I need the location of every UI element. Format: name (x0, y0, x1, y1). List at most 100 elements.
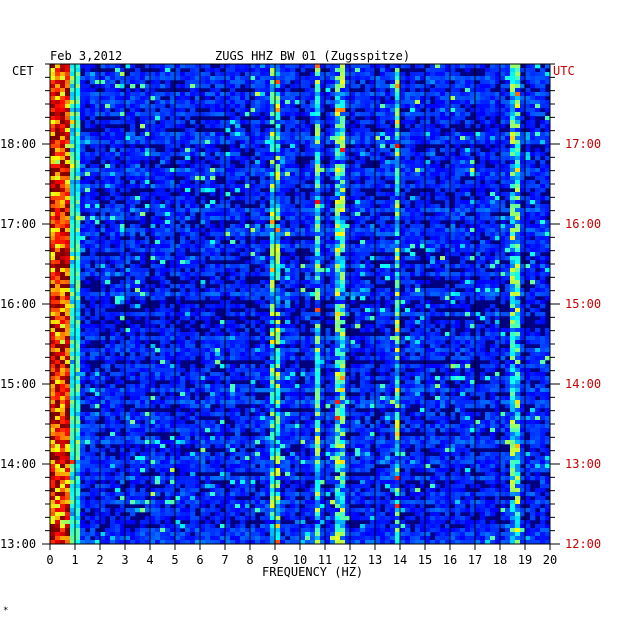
heatmap-cell (265, 88, 271, 93)
heatmap-cell (525, 100, 531, 105)
heatmap-cell (380, 280, 386, 285)
heatmap-cell (200, 132, 206, 137)
heatmap-cell (340, 116, 346, 121)
heatmap-cell (85, 64, 91, 69)
heatmap-cell (155, 236, 161, 241)
heatmap-cell (130, 204, 136, 209)
heatmap-cell (310, 268, 316, 273)
heatmap-cell (60, 228, 66, 233)
heatmap-cell (70, 156, 76, 161)
heatmap-cell (85, 184, 91, 189)
heatmap-cell (530, 152, 536, 157)
heatmap-cell (200, 308, 206, 313)
heatmap-cell (75, 144, 81, 149)
heatmap-cell (500, 264, 506, 269)
heatmap-cell (350, 164, 356, 169)
heatmap-cell (520, 276, 526, 281)
heatmap-cell (290, 68, 296, 73)
heatmap-cell (350, 96, 356, 101)
heatmap-cell (250, 108, 256, 113)
heatmap-cell (465, 96, 471, 101)
heatmap-cell (525, 168, 531, 173)
heatmap-cell (375, 136, 381, 141)
heatmap-cell (405, 236, 411, 241)
heatmap-cell (245, 196, 251, 201)
heatmap-cell (505, 76, 511, 81)
heatmap-cell (445, 148, 451, 153)
heatmap-cell (545, 120, 551, 125)
heatmap-cell (180, 200, 186, 205)
heatmap-cell (235, 184, 241, 189)
heatmap-cell (240, 292, 246, 297)
heatmap-cell (270, 312, 276, 317)
heatmap-cell (115, 192, 121, 197)
heatmap-cell (100, 136, 106, 141)
heatmap-cell (215, 304, 221, 309)
heatmap-cell (515, 92, 521, 97)
heatmap-cell (200, 296, 206, 301)
heatmap-cell (285, 180, 291, 185)
heatmap-cell (490, 272, 496, 277)
heatmap-cell (65, 136, 71, 141)
heatmap-cell (490, 284, 496, 289)
heatmap-cell (395, 148, 401, 153)
heatmap-cell (200, 80, 206, 85)
heatmap-cell (485, 184, 491, 189)
heatmap-cell (410, 96, 416, 101)
heatmap-cell (490, 264, 496, 269)
heatmap-cell (115, 176, 121, 181)
heatmap-cell (275, 180, 281, 185)
heatmap-cell (105, 120, 111, 125)
heatmap-cell (160, 72, 166, 77)
heatmap-cell (280, 188, 286, 193)
heatmap-cell (215, 184, 221, 189)
heatmap-cell (70, 176, 76, 181)
heatmap-cell (110, 192, 116, 197)
heatmap-cell (85, 96, 91, 101)
heatmap-cell (355, 128, 361, 133)
heatmap-cell (500, 132, 506, 137)
heatmap-cell (450, 72, 456, 77)
heatmap-cell (425, 204, 431, 209)
heatmap-cell (235, 248, 241, 253)
heatmap-cell (285, 168, 291, 173)
heatmap-cell (440, 236, 446, 241)
heatmap-cell (315, 160, 321, 165)
heatmap-cell (300, 280, 306, 285)
heatmap-cell (395, 200, 401, 205)
heatmap-cell (540, 136, 546, 141)
heatmap-cell (275, 240, 281, 245)
heatmap-cell (290, 112, 296, 117)
heatmap-cell (140, 180, 146, 185)
heatmap-cell (400, 100, 406, 105)
heatmap-cell (445, 188, 451, 193)
heatmap-cell (55, 288, 61, 293)
heatmap-cell (425, 92, 431, 97)
heatmap-cell (115, 244, 121, 249)
heatmap-cell (165, 76, 171, 81)
heatmap-cell (485, 312, 491, 317)
heatmap-cell (60, 296, 66, 301)
heatmap-cell (340, 264, 346, 269)
heatmap-cell (370, 232, 376, 237)
heatmap-cell (305, 300, 311, 305)
heatmap-cell (210, 292, 216, 297)
heatmap-cell (50, 300, 56, 305)
heatmap-cell (465, 92, 471, 97)
heatmap-cell (190, 204, 196, 209)
heatmap-cell (125, 132, 131, 137)
heatmap-cell (225, 76, 231, 81)
heatmap-cell (545, 108, 551, 113)
heatmap-cell (230, 84, 236, 89)
heatmap-cell (525, 112, 531, 117)
heatmap-cell (230, 112, 236, 117)
heatmap-cell (545, 284, 551, 289)
heatmap-cell (345, 292, 351, 297)
heatmap-cell (190, 92, 196, 97)
heatmap-cell (90, 196, 96, 201)
heatmap-cell (345, 216, 351, 221)
heatmap-cell (55, 296, 61, 301)
heatmap-cell (110, 104, 116, 109)
heatmap-cell (75, 140, 81, 145)
heatmap-cell (250, 224, 256, 229)
